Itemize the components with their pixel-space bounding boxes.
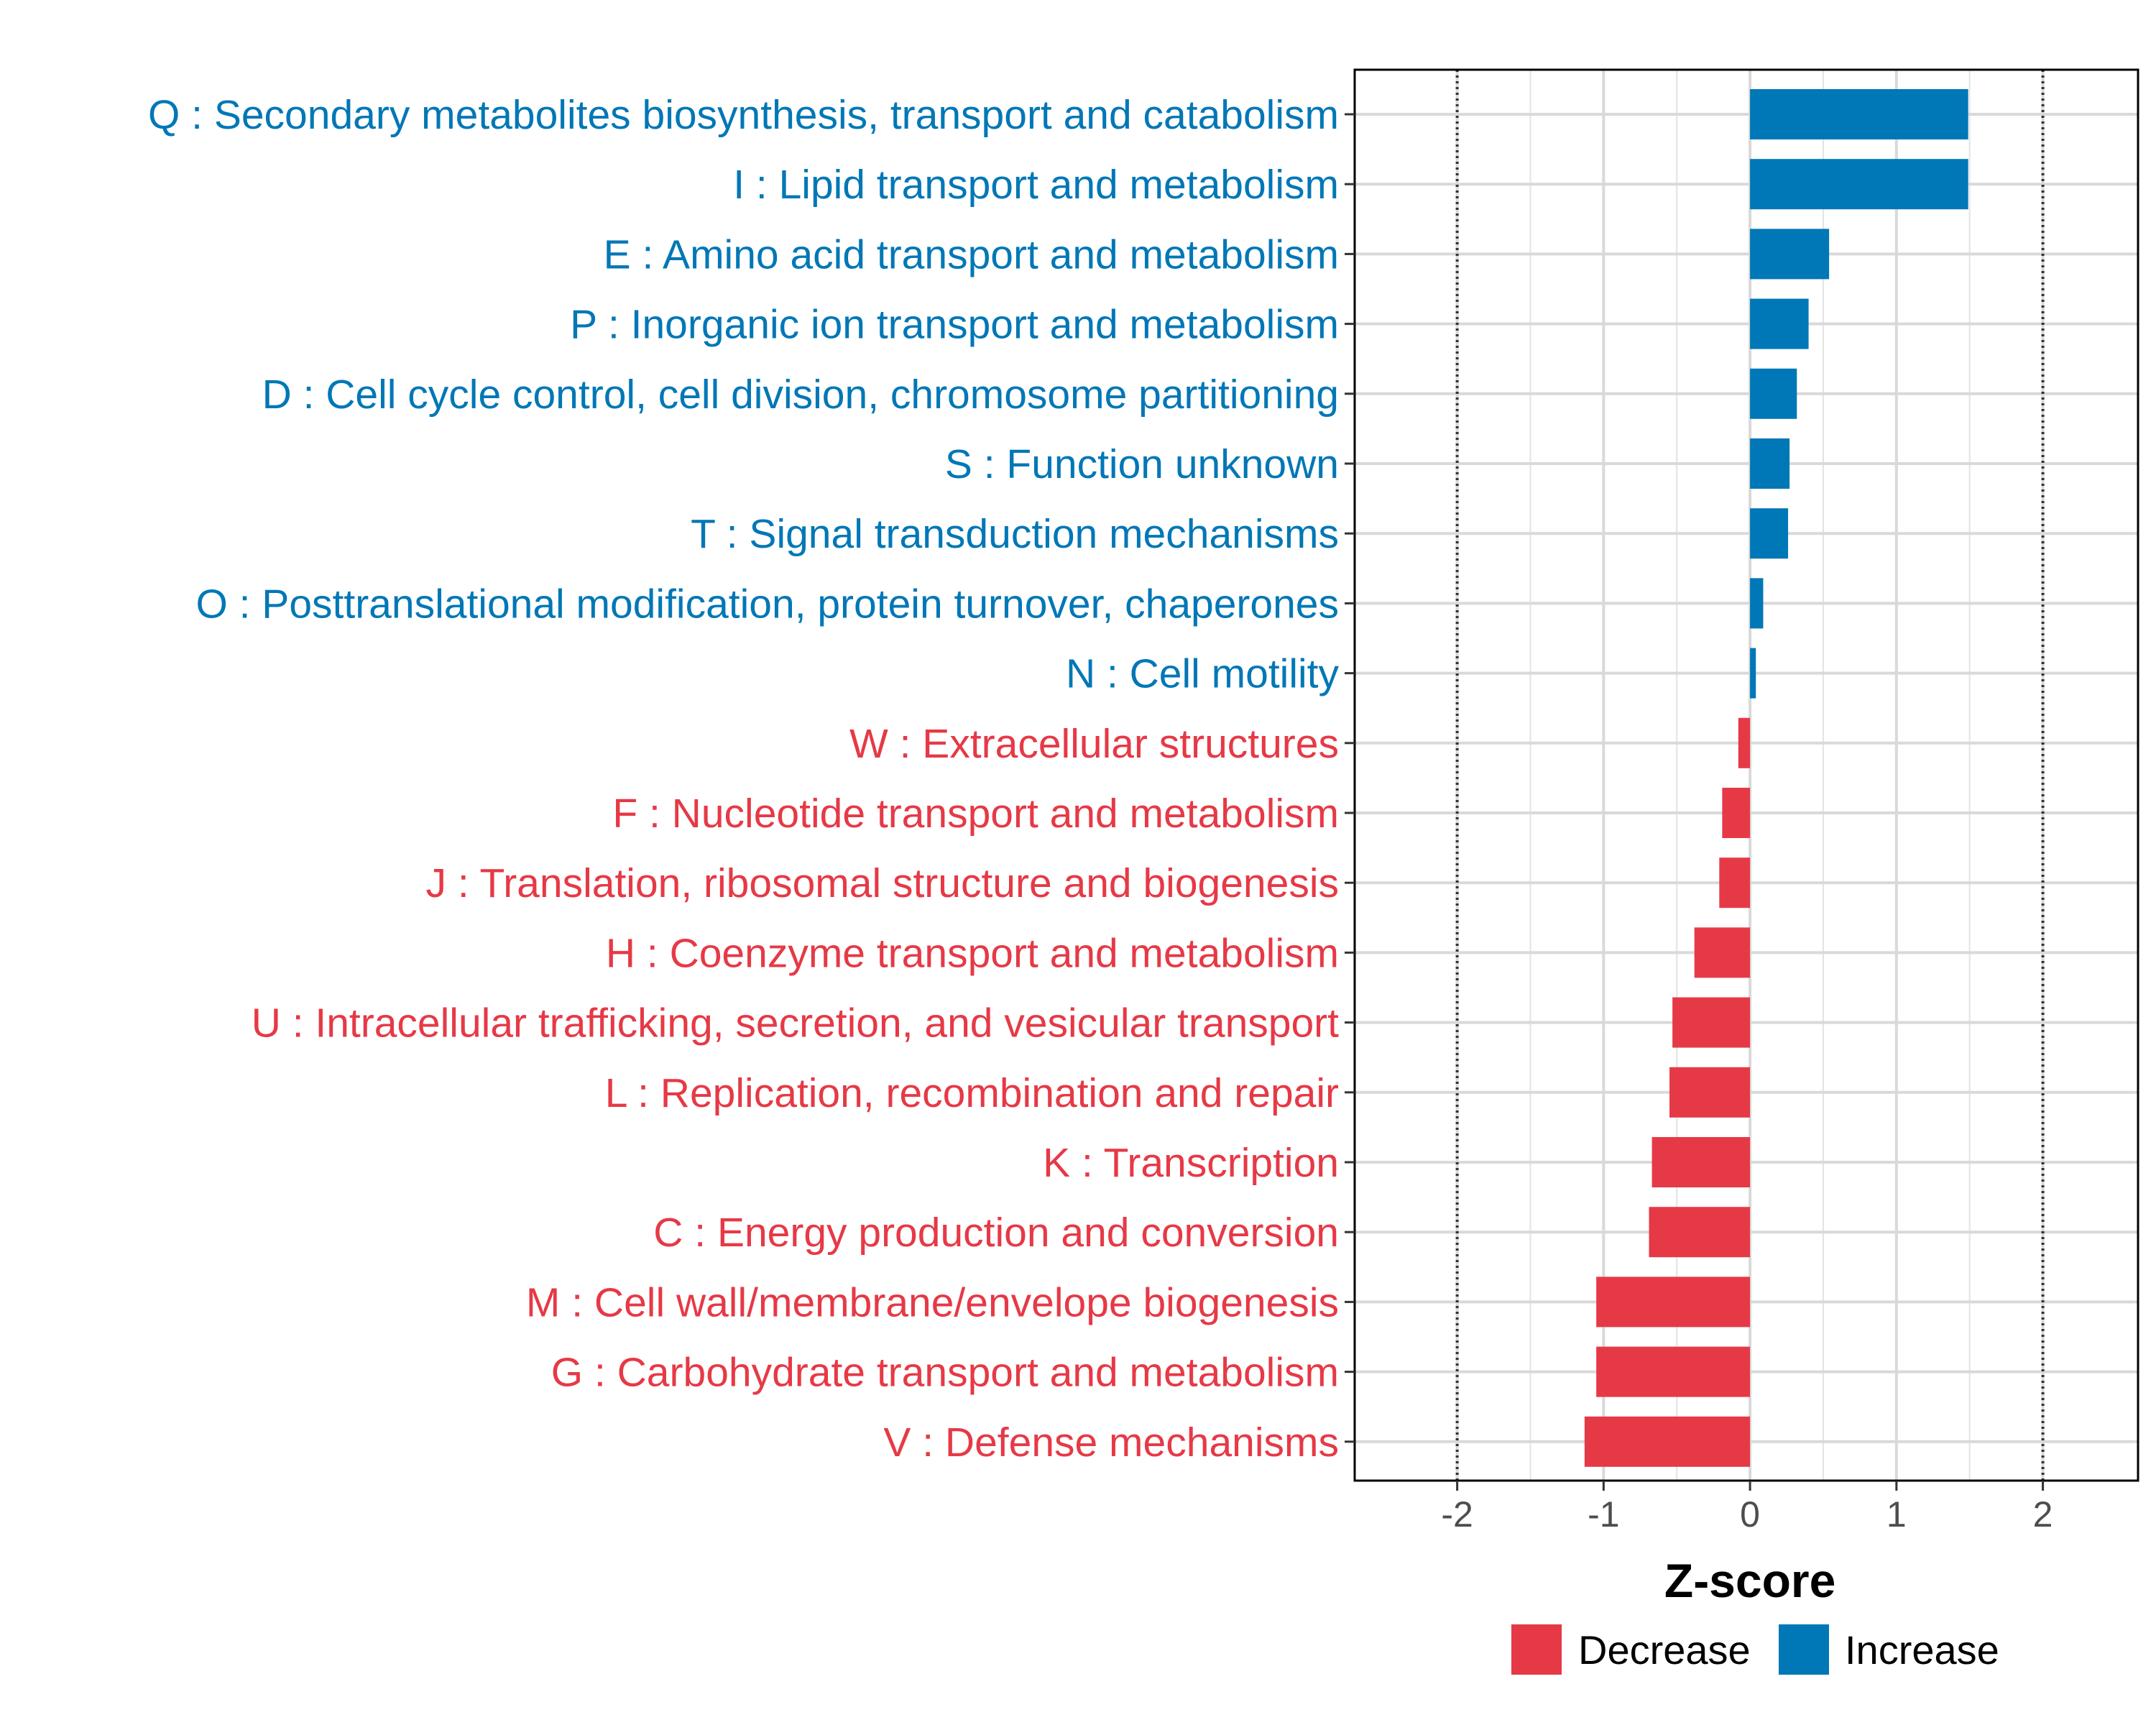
category-label: W : Extracellular structures [849,721,1339,767]
category-label: L : Replication, recombination and repai… [605,1070,1339,1116]
bar [1750,648,1756,699]
category-label: T : Signal transduction mechanisms [691,511,1339,557]
category-label: K : Transcription [1043,1140,1339,1186]
x-tick-label: 1 [1886,1494,1907,1535]
bar [1672,997,1751,1048]
panel-border [1353,68,2139,1482]
category-label: N : Cell motility [1066,651,1340,697]
legend-key [1511,1624,1562,1675]
category-label: F : Nucleotide transport and metabolism [612,791,1339,837]
bar [1596,1346,1751,1397]
bar [1651,1137,1751,1187]
category-label: Q : Secondary metabolites biosynthesis, … [148,92,1339,138]
bar [1694,927,1751,978]
category-label: V : Defense mechanisms [883,1420,1339,1466]
category-label: H : Coenzyme transport and metabolism [606,930,1339,976]
bar [1719,857,1751,908]
category-label: O : Posttranslational modification, prot… [195,581,1339,627]
bar [1750,368,1797,419]
x-axis-labels: -2 -1 0 1 2 [1441,1494,2053,1535]
category-label: D : Cell cycle control, cell division, c… [262,372,1339,418]
bar [1722,788,1751,838]
y-axis-ticks [1345,113,1355,1443]
category-label: J : Translation, ribosomal structure and… [426,860,1339,906]
bar [1596,1276,1751,1328]
category-label: I : Lipid transport and metabolism [733,162,1339,208]
category-label: C : Energy production and conversion [653,1210,1339,1256]
bar [1649,1207,1751,1258]
bar [1750,508,1789,559]
x-tick-label: -1 [1588,1494,1619,1535]
legend: Decrease Increase [1511,1624,1999,1675]
x-tick-label: 2 [2033,1494,2053,1535]
x-axis-ticks [1456,1481,2045,1491]
bar [1750,438,1790,489]
bar [1669,1067,1751,1118]
bar [1750,229,1830,280]
legend-key [1779,1624,1829,1675]
x-axis-title: Z-score [1664,1554,1835,1607]
category-label: E : Amino acid transport and metabolism [604,231,1339,277]
bar [1750,298,1809,349]
legend-label: Increase [1845,1627,1999,1673]
category-label: U : Intracellular trafficking, secretion… [252,1000,1339,1046]
x-tick-label: 0 [1740,1494,1760,1535]
bar [1750,159,1968,210]
bar [1750,578,1764,629]
legend-label: Decrease [1578,1627,1751,1673]
category-label: G : Carbohydrate transport and metabolis… [551,1350,1339,1396]
bars [1584,89,1968,1467]
bar [1750,89,1968,139]
category-label: S : Function unknown [945,441,1339,487]
x-tick-label: -2 [1441,1494,1473,1535]
y-axis-labels: Q : Secondary metabolites biosynthesis, … [148,92,1340,1466]
bar [1584,1416,1751,1467]
category-label: M : Cell wall/membrane/envelope biogenes… [526,1279,1339,1325]
category-label: P : Inorganic ion transport and metaboli… [570,302,1339,348]
bar [1738,717,1751,768]
